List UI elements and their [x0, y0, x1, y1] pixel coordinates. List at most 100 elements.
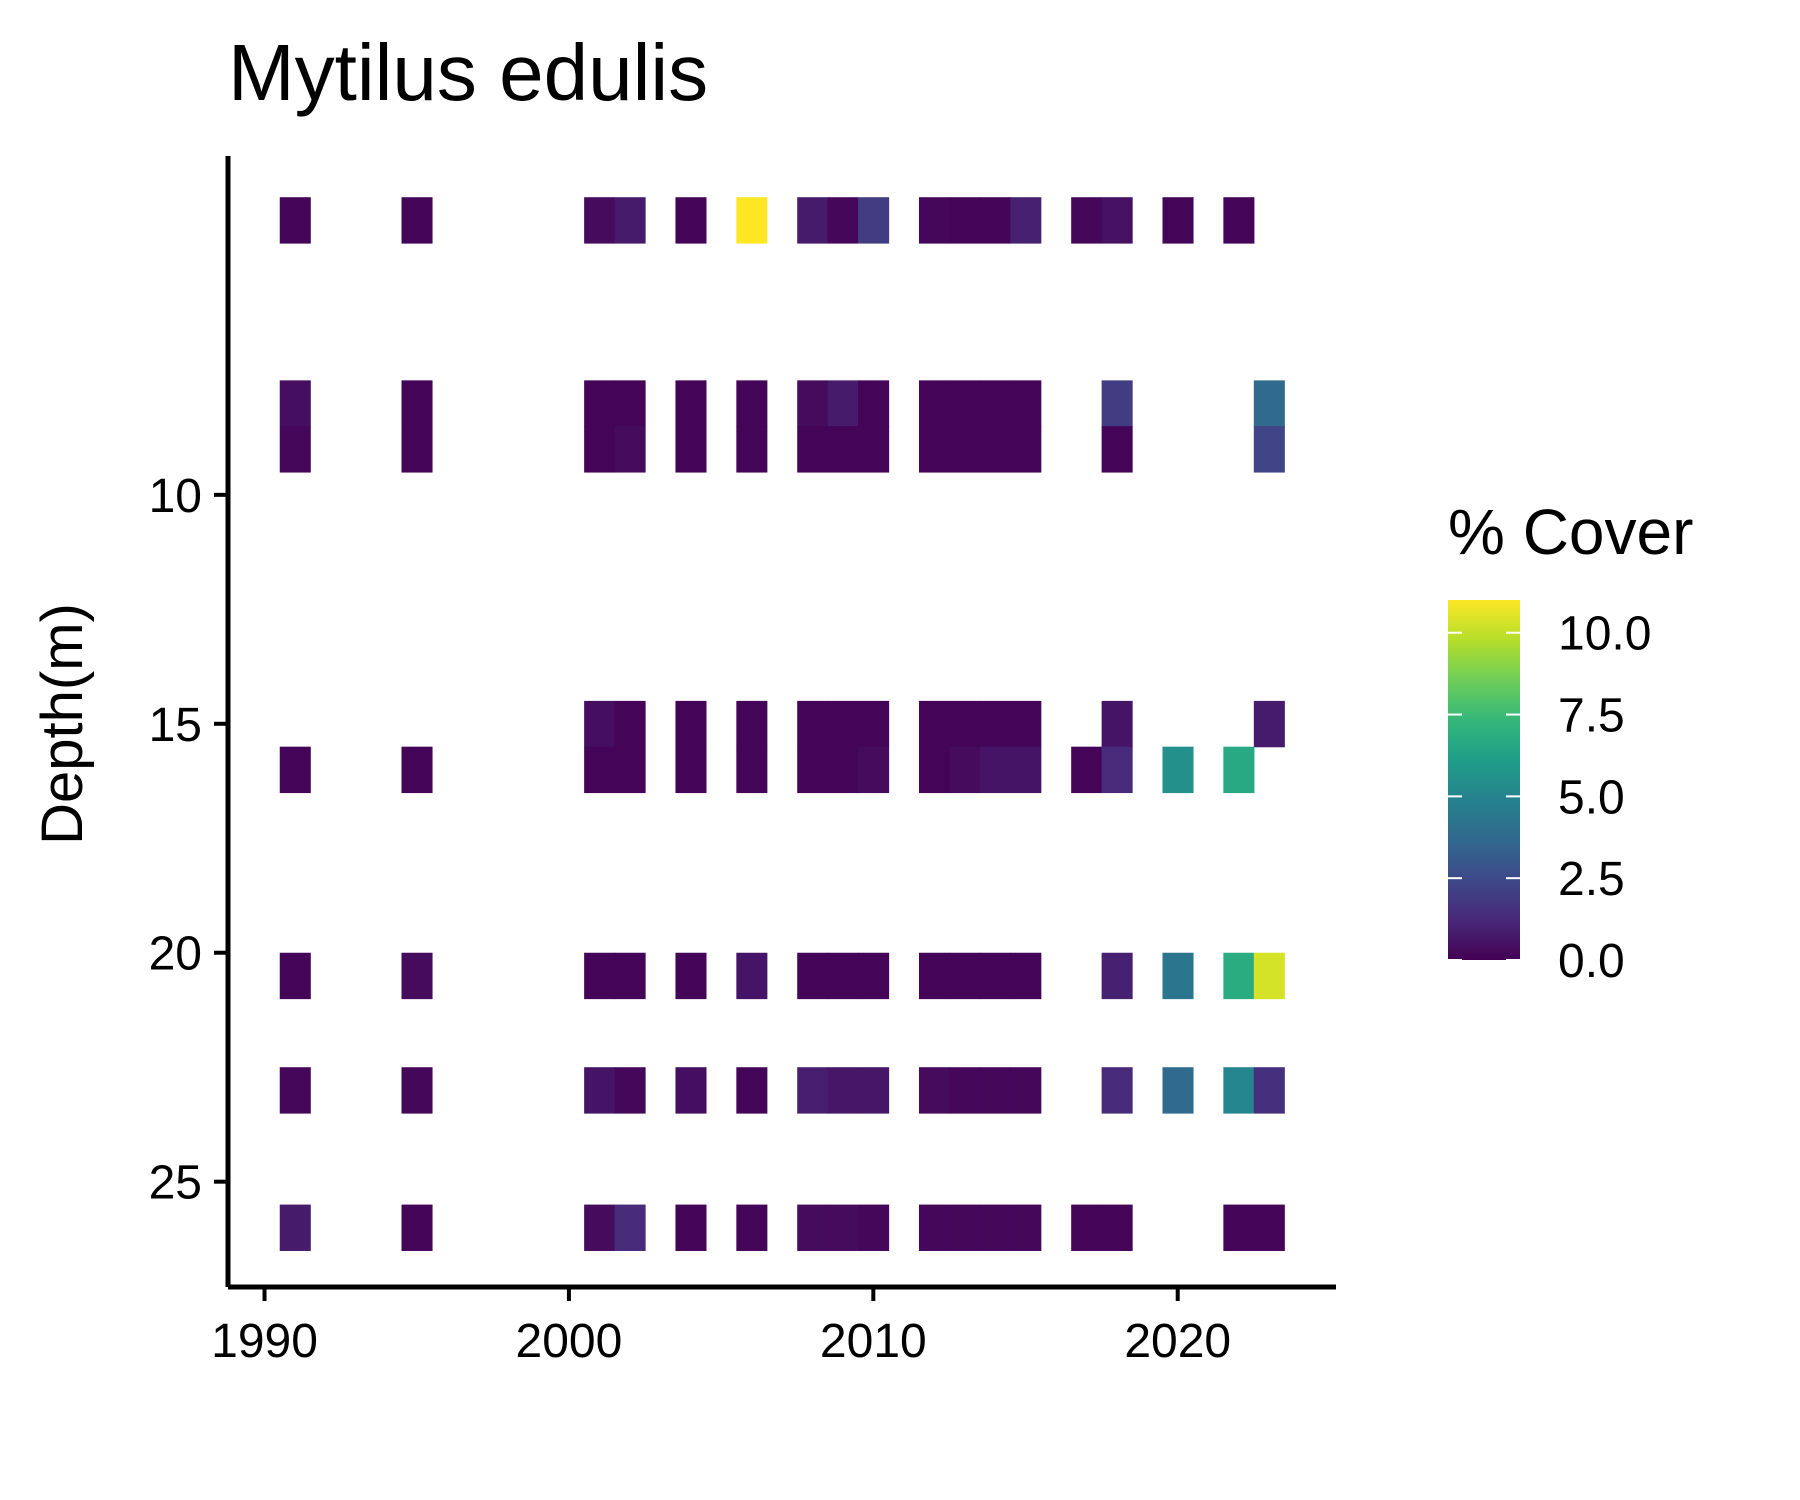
heatmap-cell [736, 746, 768, 794]
x-tick-label: 2000 [516, 1315, 623, 1368]
legend-ticks: 10.0 7.5 5.0 2.5 0.0 [1448, 608, 1651, 988]
heatmap-cell [675, 380, 707, 427]
heatmap-cell [1101, 952, 1133, 1000]
heatmap-cell [918, 952, 951, 1000]
heatmap-cell [918, 700, 951, 748]
heatmap-cell [918, 746, 951, 794]
heatmap-cell [675, 700, 707, 748]
heatmap-cell [736, 426, 768, 473]
y-tick-label: 25 [149, 1157, 202, 1210]
heatmap-cell [949, 426, 981, 473]
heatmap-cell [675, 1204, 707, 1251]
heatmap-cell [858, 426, 890, 473]
legend-label: 2.5 [1558, 853, 1625, 906]
heatmap-cell [918, 1204, 951, 1251]
heatmap-cell [979, 380, 1011, 427]
legend: % Cover 10.0 7.5 5.0 2.5 0.0 [1448, 496, 1693, 988]
heatmap-cells [279, 197, 1285, 1251]
x-axis-ticks: 1990 2000 2010 2020 [211, 1287, 1231, 1368]
heatmap-cell [675, 952, 707, 1000]
heatmap-cell [1101, 1204, 1133, 1251]
heatmap-cell [858, 700, 890, 748]
heatmap-cell [1101, 380, 1133, 427]
y-axis-ticks: 10 15 20 25 [149, 470, 228, 1210]
heatmap-cell [584, 1204, 616, 1251]
heatmap-cell [1223, 1067, 1255, 1114]
legend-label: 7.5 [1558, 690, 1625, 743]
heatmap-cell [1253, 380, 1285, 427]
heatmap-cell [827, 746, 859, 794]
heatmap-cell [279, 1067, 311, 1114]
heatmap-cell [401, 746, 433, 794]
legend-label: 10.0 [1558, 608, 1651, 661]
legend-colorbar [1448, 600, 1520, 960]
heatmap-cell [949, 197, 981, 244]
heatmap-cell [827, 380, 859, 427]
heatmap-cell [827, 1067, 859, 1114]
heatmap-cell [1010, 746, 1042, 794]
heatmap-cell [949, 700, 981, 748]
heatmap-cell [614, 1067, 646, 1114]
heatmap-cell [979, 1204, 1011, 1251]
heatmap-cell [797, 380, 829, 427]
heatmap-cell [614, 1204, 646, 1251]
heatmap-cell [736, 197, 768, 244]
heatmap-cell [614, 700, 646, 748]
heatmap-cell [949, 952, 981, 1000]
heatmap-cell [675, 746, 707, 794]
heatmap-cell [949, 746, 981, 794]
heatmap-cell [1101, 1067, 1133, 1114]
heatmap-cell [1223, 952, 1255, 1000]
chart-title: Mytilus edulis [228, 28, 708, 117]
heatmap-cell [584, 197, 616, 244]
heatmap-cell [918, 426, 951, 473]
heatmap-cell [584, 380, 616, 427]
heatmap-cell [797, 952, 829, 1000]
heatmap-cell [736, 380, 768, 427]
heatmap-cell [918, 380, 951, 427]
heatmap-cell [797, 1067, 829, 1114]
heatmap-cell [949, 380, 981, 427]
heatmap-cell [736, 1204, 768, 1251]
heatmap-cell [1010, 197, 1042, 244]
heatmap-cell [1253, 700, 1285, 748]
y-axis-title: Depth(m) [30, 603, 95, 845]
heatmap-cell [1010, 1204, 1042, 1251]
heatmap-cell [1253, 1204, 1285, 1251]
y-tick-label: 10 [149, 470, 202, 523]
heatmap-cell [1223, 1204, 1255, 1251]
heatmap-cell [979, 197, 1011, 244]
heatmap-cell [584, 1067, 616, 1114]
heatmap-cell [401, 426, 433, 473]
heatmap-cell [736, 952, 768, 1000]
heatmap-cell [401, 952, 433, 1000]
heatmap-cell [858, 952, 890, 1000]
y-tick-label: 15 [149, 699, 202, 752]
heatmap-cell [858, 1067, 890, 1114]
heatmap-cell [1223, 197, 1255, 244]
x-tick-label: 2020 [1124, 1315, 1231, 1368]
heatmap-cell [797, 426, 829, 473]
heatmap-cell [1071, 197, 1103, 244]
heatmap-cell [1162, 1067, 1194, 1114]
heatmap-cell [949, 1204, 981, 1251]
heatmap-cell [401, 1067, 433, 1114]
heatmap-cell [614, 380, 646, 427]
heatmap-cell [1101, 197, 1133, 244]
x-tick-label: 2010 [820, 1315, 927, 1368]
heatmap-cell [979, 746, 1011, 794]
heatmap-cell [1253, 426, 1285, 473]
heatmap-cell [827, 700, 859, 748]
heatmap-cell [1223, 746, 1255, 794]
heatmap-cell [584, 426, 616, 473]
heatmap-cell [979, 700, 1011, 748]
heatmap-cell [1101, 426, 1133, 473]
y-tick-label: 20 [149, 928, 202, 981]
heatmap-cell [979, 1067, 1011, 1114]
heatmap-cell [279, 952, 311, 1000]
heatmap-cell [1162, 197, 1194, 244]
heatmap-cell [584, 746, 616, 794]
heatmap-cell [858, 746, 890, 794]
heatmap-cell [614, 197, 646, 244]
